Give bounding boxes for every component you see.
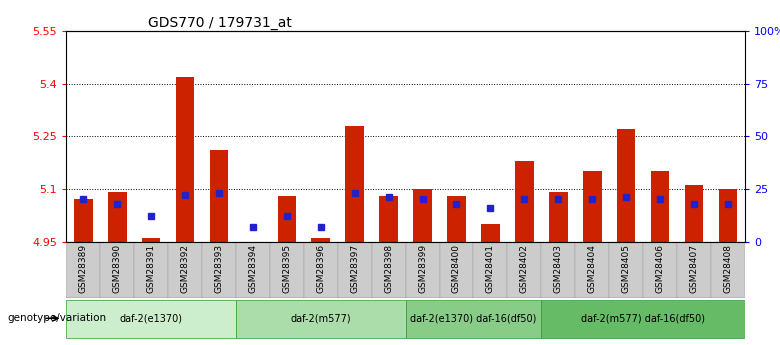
Bar (101, 241, 134, 298)
Bar (711, 241, 745, 298)
Text: GSM28406: GSM28406 (655, 244, 665, 293)
Text: genotype/variation: genotype/variation (8, 313, 107, 323)
Bar (379, 196, 398, 241)
Bar (346, 126, 364, 242)
Text: GSM28399: GSM28399 (418, 244, 427, 294)
Bar (278, 196, 296, 241)
Bar (541, 300, 745, 338)
Bar (304, 241, 338, 298)
Bar (685, 185, 704, 242)
Text: GSM28408: GSM28408 (723, 244, 732, 293)
Text: GSM28390: GSM28390 (112, 244, 122, 294)
Bar (576, 241, 609, 298)
Bar (338, 241, 372, 298)
Text: GSM28394: GSM28394 (248, 244, 257, 293)
Bar (176, 77, 194, 242)
Text: GSM28405: GSM28405 (622, 244, 631, 293)
Text: daf-2(e1370) daf-16(df50): daf-2(e1370) daf-16(df50) (410, 313, 537, 323)
Text: GSM28395: GSM28395 (282, 244, 292, 294)
Bar (447, 196, 466, 241)
Bar (66, 300, 236, 338)
Bar (515, 161, 534, 242)
Text: GDS770 / 179731_at: GDS770 / 179731_at (147, 16, 292, 30)
Bar (168, 241, 202, 298)
Bar (413, 189, 432, 241)
Bar (311, 238, 330, 242)
Bar (236, 300, 406, 338)
Bar (507, 241, 541, 298)
Text: GSM28400: GSM28400 (452, 244, 461, 293)
Bar (549, 193, 568, 242)
Bar (202, 241, 236, 298)
Bar (210, 150, 229, 241)
Text: GSM28404: GSM28404 (587, 244, 597, 293)
Text: GSM28391: GSM28391 (147, 244, 156, 294)
Bar (134, 241, 168, 298)
Text: GSM28392: GSM28392 (180, 244, 190, 293)
Text: GSM28393: GSM28393 (215, 244, 224, 294)
Bar (236, 241, 270, 298)
Text: daf-2(m577): daf-2(m577) (290, 313, 351, 323)
Bar (609, 241, 643, 298)
Text: GSM28397: GSM28397 (350, 244, 360, 294)
Bar (481, 224, 500, 241)
Bar (371, 241, 406, 298)
Bar (142, 238, 161, 242)
Bar (406, 241, 440, 298)
Text: GSM28407: GSM28407 (690, 244, 699, 293)
Bar (406, 300, 541, 338)
Bar (108, 193, 126, 242)
Bar (541, 241, 576, 298)
Bar (583, 171, 601, 242)
Bar (74, 199, 93, 242)
Text: GSM28396: GSM28396 (316, 244, 325, 294)
Bar (718, 189, 737, 241)
Text: daf-2(m577) daf-16(df50): daf-2(m577) daf-16(df50) (581, 313, 705, 323)
Bar (651, 171, 669, 242)
Text: GSM28403: GSM28403 (554, 244, 563, 293)
Bar (617, 129, 636, 242)
Text: GSM28389: GSM28389 (79, 244, 88, 294)
Text: daf-2(e1370): daf-2(e1370) (119, 313, 183, 323)
Bar (270, 241, 304, 298)
Bar (66, 241, 101, 298)
Bar (440, 241, 473, 298)
Bar (677, 241, 711, 298)
Text: GSM28398: GSM28398 (384, 244, 393, 294)
Bar (643, 241, 677, 298)
Text: GSM28401: GSM28401 (486, 244, 495, 293)
Bar (473, 241, 508, 298)
Text: GSM28402: GSM28402 (519, 244, 529, 293)
